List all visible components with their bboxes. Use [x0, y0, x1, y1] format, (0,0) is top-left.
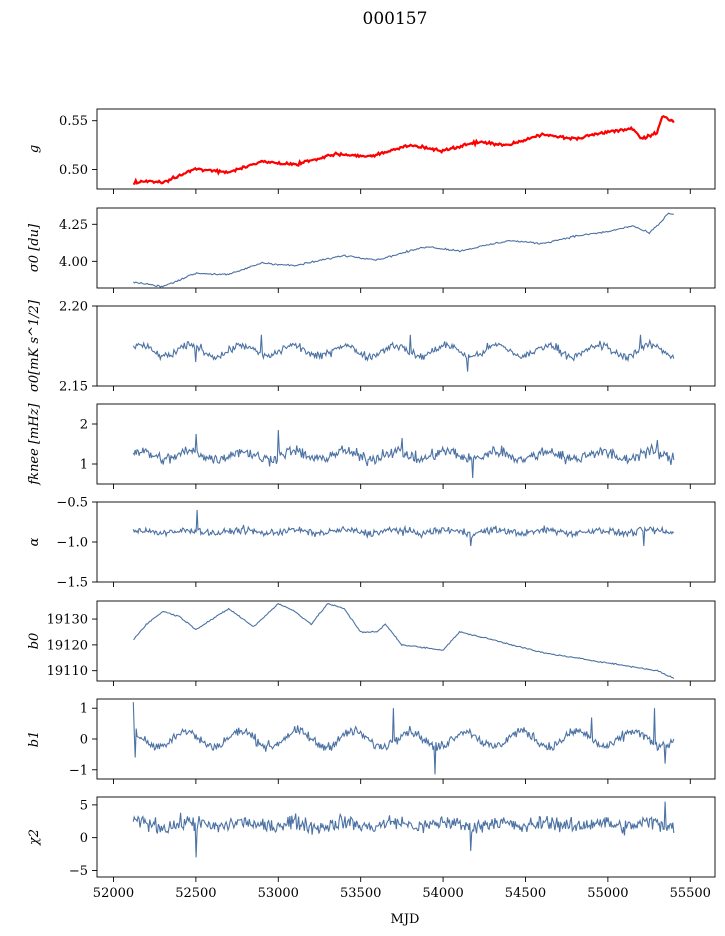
y-tick-label-chi2-0: −5 — [69, 864, 88, 879]
x-tick-label-5: 54500 — [505, 886, 546, 901]
y-tick-label-g-0: 0.50 — [59, 163, 88, 178]
y-tick-label-sigma_mk-1: 2.20 — [59, 300, 88, 315]
x-tick-label-2: 53000 — [258, 886, 299, 901]
subplot-b1: −1 0 1 b1 — [27, 698, 716, 784]
subplot-b0: 19110 19120 19130 b0 — [27, 600, 716, 686]
y-tick-label-b1-0: −1 — [69, 763, 88, 778]
subplot-chi2: −5 0 5 52000 52500 53000 53500 54000 54500 55000 5… — [27, 796, 716, 901]
x-tick-label-3: 53500 — [340, 886, 381, 901]
subplot-alpha: −1.5 −1.0 −0.5 α — [27, 496, 716, 591]
y-axis-label-alpha: α — [27, 537, 42, 546]
series-line-b1-0 — [132, 702, 675, 775]
y-tick-label-chi2-2: 5 — [80, 798, 88, 813]
y-axis-label-g: g — [27, 145, 42, 153]
y-axis-label-b0: b0 — [27, 633, 42, 650]
axes-frame-sigma_du — [96, 207, 716, 289]
x-tick-label-6: 55000 — [587, 886, 628, 901]
x-tick-label-4: 54000 — [422, 886, 463, 901]
axes-frame-g — [96, 108, 716, 190]
y-axis-label-sigma_du: σ0 [du] — [27, 223, 42, 272]
series-line-alpha-0 — [132, 509, 675, 547]
y-tick-label-b0-2: 19130 — [47, 613, 88, 628]
axes-frame-sigma_mk — [96, 305, 716, 387]
subplot-fknee: 1 2 fknee [mHz] — [27, 402, 716, 489]
series-line-b0-0 — [133, 603, 675, 679]
y-tick-label-b0-0: 19110 — [47, 664, 88, 679]
axes-frame-b1 — [96, 698, 716, 780]
series-line-sigma_mk-0 — [132, 334, 675, 372]
y-tick-label-sigma_du-1: 4.25 — [59, 218, 88, 233]
subplot-stack: 0.50 0.55 g 4.00 4.25 σ0 [du] 2.15 2.20 σ0[mK s^… — [27, 108, 716, 901]
axes-frame-chi2 — [96, 796, 716, 878]
figure-title: 000157 — [363, 9, 428, 29]
subplot-sigma_du: 4.00 4.25 σ0 [du] — [27, 207, 716, 293]
y-tick-label-sigma_du-0: 4.00 — [59, 255, 88, 270]
y-tick-label-chi2-1: 0 — [80, 831, 88, 846]
overlay-line-g — [133, 115, 675, 185]
y-tick-label-fknee-1: 2 — [80, 418, 88, 433]
x-tick-label-1: 52500 — [175, 886, 216, 901]
series-line-g-0 — [132, 115, 675, 185]
x-axis-label: MJD — [391, 912, 420, 927]
y-axis-label-sigma_mk: σ0[mK s^1/2] — [27, 299, 42, 392]
x-tick-label-0: 52000 — [93, 886, 134, 901]
series-line-chi2-0 — [132, 801, 675, 858]
series-line-fknee-0 — [132, 429, 675, 479]
y-tick-label-g-1: 0.55 — [59, 114, 88, 129]
subplot-sigma_mk: 2.15 2.20 σ0[mK s^1/2] — [27, 299, 716, 395]
y-tick-label-alpha-1: −1.0 — [56, 536, 88, 551]
x-tick-label-7: 55500 — [670, 886, 711, 901]
axes-frame-b0 — [96, 600, 716, 682]
axes-frame-alpha — [96, 501, 716, 583]
y-tick-label-b0-1: 19120 — [47, 638, 88, 653]
y-tick-label-b1-1: 0 — [80, 733, 88, 748]
y-tick-label-b1-2: 1 — [80, 702, 88, 717]
y-axis-label-b1: b1 — [27, 731, 42, 748]
series-line-sigma_du-0 — [132, 212, 674, 288]
axes-frame-fknee — [96, 403, 716, 485]
y-tick-label-sigma_mk-0: 2.15 — [59, 380, 88, 395]
y-tick-label-alpha-2: −0.5 — [56, 496, 88, 511]
subplot-g: 0.50 0.55 g — [27, 108, 716, 194]
y-axis-label-chi2: χ2 — [27, 829, 42, 846]
y-tick-label-fknee-0: 1 — [80, 458, 88, 473]
y-tick-label-alpha-0: −1.5 — [56, 576, 88, 591]
y-axis-label-fknee: fknee [mHz] — [27, 402, 42, 485]
